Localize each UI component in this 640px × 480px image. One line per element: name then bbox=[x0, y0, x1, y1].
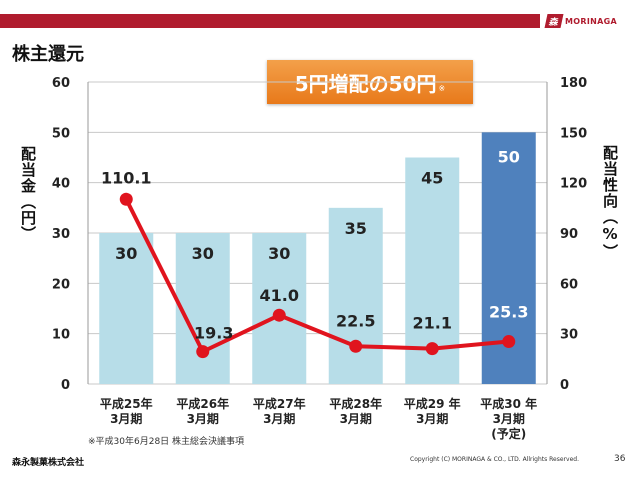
x-category-label: 平成28年 bbox=[329, 396, 382, 411]
payout-value-label: 21.1 bbox=[413, 314, 452, 333]
y-right-tick-label: 60 bbox=[560, 277, 578, 292]
payout-value-label: 19.3 bbox=[194, 324, 233, 343]
payout-point bbox=[272, 308, 286, 322]
x-category-label: 平成30 年 bbox=[480, 396, 537, 411]
x-category-label: 平成29 年 bbox=[404, 396, 461, 411]
x-category-label: 平成26年 bbox=[176, 396, 229, 411]
copyright: Copyright (C) MORINAGA & CO., LTD. Allri… bbox=[410, 456, 579, 463]
x-category-label: 3月期 bbox=[187, 411, 219, 426]
y-left-tick-label: 0 bbox=[61, 378, 70, 393]
company-name: 森永製菓株式会社 bbox=[12, 458, 85, 468]
promo-text: 5円増配の50円 bbox=[294, 71, 437, 96]
y-left-tick-label: 40 bbox=[52, 177, 70, 192]
payout-point bbox=[349, 339, 363, 353]
bar-value-label: 30 bbox=[268, 244, 290, 263]
payout-point bbox=[119, 192, 133, 206]
y-right-tick-label: 150 bbox=[560, 126, 587, 141]
y-right-tick-label: 90 bbox=[560, 227, 578, 242]
bar-value-label: 50 bbox=[498, 147, 520, 166]
x-category-label: 3月期 bbox=[263, 411, 295, 426]
y-right-axis-label: 配当性向（%） bbox=[601, 145, 619, 260]
footnote: ※平成30年6月28日 株主総会決議事項 bbox=[88, 437, 245, 447]
x-category-label: 平成27年 bbox=[253, 396, 306, 411]
y-right-tick-label: 180 bbox=[560, 76, 587, 91]
x-category-label: 平成25年 bbox=[100, 396, 153, 411]
bar bbox=[328, 207, 383, 384]
payout-line bbox=[124, 198, 509, 354]
brand-name: MORINAGA bbox=[565, 16, 617, 26]
bar bbox=[252, 233, 307, 384]
promo-note-mark: ※ bbox=[438, 84, 446, 93]
payout-point bbox=[196, 345, 210, 359]
header-bar bbox=[0, 14, 540, 28]
y-right-tick-label: 30 bbox=[560, 328, 578, 343]
x-category-label: (予定) bbox=[491, 426, 526, 441]
page-title: 株主還元 bbox=[12, 44, 84, 65]
y-left-tick-label: 60 bbox=[52, 76, 70, 91]
y-left-tick-label: 50 bbox=[52, 126, 70, 141]
payout-value-label: 110.1 bbox=[101, 168, 152, 187]
bar-value-label: 45 bbox=[421, 169, 443, 188]
y-right-tick-label: 120 bbox=[560, 177, 587, 192]
bar bbox=[99, 233, 154, 384]
payout-value-label: 41.0 bbox=[260, 286, 299, 305]
payout-point bbox=[502, 335, 516, 349]
y-right-tick-label: 0 bbox=[560, 378, 569, 393]
x-category-label: 3月期 bbox=[493, 411, 525, 426]
brand-logo: 森 MORINAGA bbox=[544, 12, 617, 30]
y-left-tick-label: 30 bbox=[52, 227, 70, 242]
x-category-label: 3月期 bbox=[340, 411, 372, 426]
y-left-axis-label: 配当金（円） bbox=[19, 146, 37, 242]
x-category-label: 3月期 bbox=[416, 411, 448, 426]
payout-point bbox=[425, 342, 439, 356]
y-left-tick-label: 20 bbox=[52, 277, 70, 292]
bar bbox=[175, 233, 230, 384]
page-number: 36 bbox=[614, 454, 626, 464]
bar-value-label: 30 bbox=[115, 244, 137, 263]
payout-value-label: 25.3 bbox=[489, 303, 528, 322]
bar-value-label: 30 bbox=[192, 244, 214, 263]
payout-value-label: 22.5 bbox=[336, 311, 375, 330]
y-left-tick-label: 10 bbox=[52, 328, 70, 343]
bar-value-label: 35 bbox=[345, 219, 367, 238]
x-category-label: 3月期 bbox=[110, 411, 142, 426]
